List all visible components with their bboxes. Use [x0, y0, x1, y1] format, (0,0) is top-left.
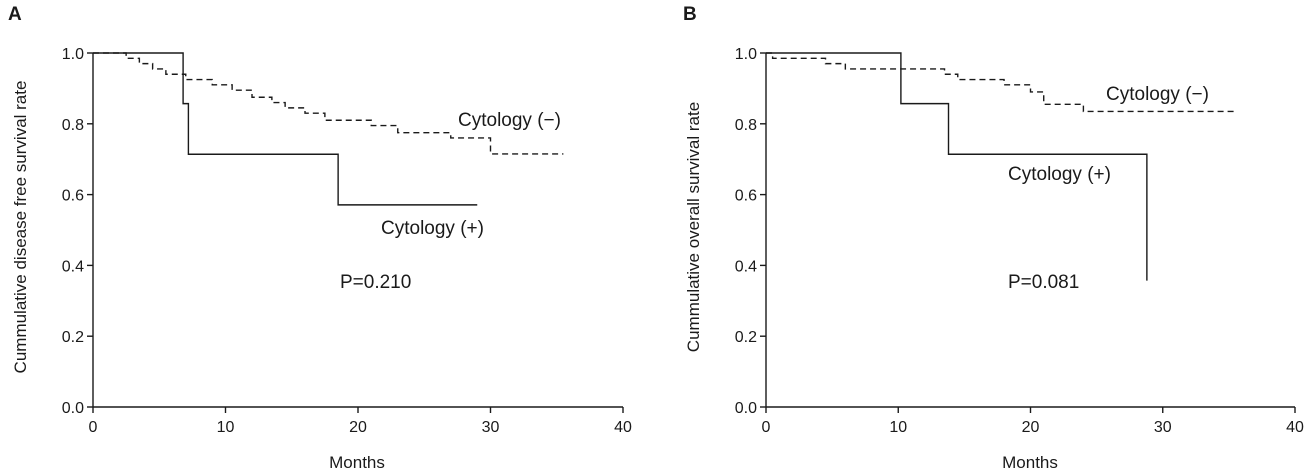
- panel-b-y-tick-label: 0.6: [735, 188, 757, 205]
- panel-a-p-value: P=0.210: [340, 272, 411, 293]
- panel-a-y-tick-label: 0.2: [62, 329, 84, 346]
- panel-a-y-tick-label: 0.8: [62, 117, 84, 134]
- panel-a-y-tick-label: 1.0: [62, 46, 84, 63]
- panel-a-legend-cytology-negative: Cytology (−): [458, 110, 561, 131]
- panel-b-curve-cytology-negative: [766, 52, 1236, 113]
- panel-a-curve-cytology-negative: [93, 52, 564, 155]
- panel-b-x-tick-label: 20: [1022, 419, 1040, 436]
- panel-a-x-tick-label: 30: [482, 419, 500, 436]
- panel-a-x-tick-label: 0: [89, 419, 98, 436]
- panel-b-letter: B: [683, 4, 697, 25]
- panel-a-x-tick-label: 40: [614, 419, 632, 436]
- panel-b-y-tick-label: 0.0: [735, 400, 757, 417]
- panel-b-x-tick-label: 0: [762, 419, 771, 436]
- panel-b-curve-cytology-positive: [766, 52, 1148, 281]
- panel-b-x-tick-label: 10: [889, 419, 907, 436]
- panel-a-x-tick-label: 20: [349, 419, 367, 436]
- panel-b-y-tick-label: 0.2: [735, 329, 757, 346]
- panel-b-legend-cytology-positive: Cytology (+): [1008, 164, 1111, 185]
- panel-b-y-tick-label: 1.0: [735, 46, 757, 63]
- panel-b-y-tick-label: 0.4: [735, 258, 757, 275]
- panel-a-plot-area: 0.0 0.2 0.4 0.6 0.8 1.0 0 10 20 30 40: [62, 46, 632, 436]
- panel-a-y-tick-label: 0.6: [62, 188, 84, 205]
- panel-b-y-axis-title: Cummulative overall survival rate: [684, 102, 703, 352]
- panel-a-y-axis-title: Cummulative disease free survival rate: [11, 81, 30, 374]
- panel-b-y-tick-label: 0.8: [735, 117, 757, 134]
- panel-b: B Cummulative overall survival rate Mont…: [683, 4, 1304, 471]
- panel-b-plot-area: 0.0 0.2 0.4 0.6 0.8 1.0 0 10 20 30 40: [735, 46, 1304, 436]
- panel-a-y-tick-label: 0.4: [62, 258, 84, 275]
- panel-b-legend-cytology-negative: Cytology (−): [1106, 84, 1209, 105]
- panel-b-x-tick-label: 40: [1286, 419, 1304, 436]
- panel-a-x-tick-label: 10: [217, 419, 235, 436]
- panel-a-y-tick-label: 0.0: [62, 400, 84, 417]
- panel-b-p-value: P=0.081: [1008, 272, 1079, 293]
- panel-a-letter: A: [8, 4, 22, 25]
- panel-b-x-tick-label: 30: [1154, 419, 1172, 436]
- panel-a: A Cummulative disease free survival rate…: [8, 4, 632, 471]
- panel-b-x-axis-title: Months: [1002, 453, 1058, 471]
- panel-a-legend-cytology-positive: Cytology (+): [381, 218, 484, 239]
- panel-a-x-axis-title: Months: [329, 453, 385, 471]
- panel-a-curve-cytology-positive: [93, 52, 478, 206]
